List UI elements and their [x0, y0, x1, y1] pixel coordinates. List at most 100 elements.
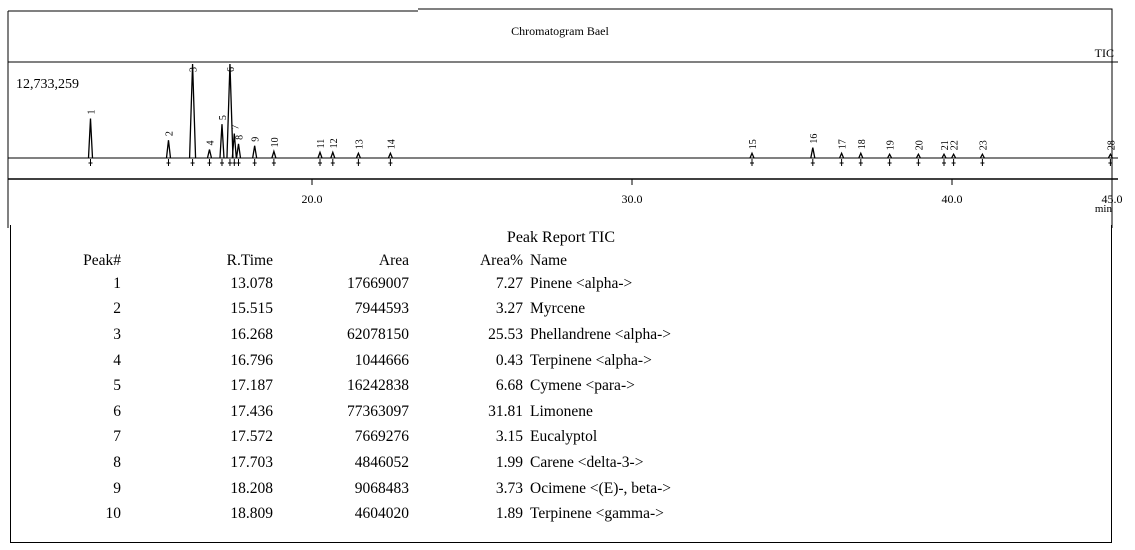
cell-area: 62078150	[347, 325, 409, 343]
cell-area-pct: 3.27	[495, 300, 523, 318]
cell-rtime: 17.187	[230, 377, 273, 395]
peak-trace	[749, 151, 755, 159]
peak-trace	[271, 149, 277, 159]
table-row: 10 18.809 4604020 1.89 Terpinene <gamma->	[33, 501, 671, 527]
peak-label: 12	[329, 138, 340, 148]
cell-rtime: 13.078	[230, 274, 273, 292]
cell-area: 4604020	[354, 505, 409, 523]
table-row: 6 17.436 77363097 31.81 Limonene	[33, 399, 671, 425]
peak-trace	[941, 152, 947, 159]
cell-rtime: 18.208	[230, 479, 273, 497]
peak-trace	[188, 63, 197, 159]
peak-report: Peak Report TIC Peak# R.Time Area Area% …	[10, 225, 1112, 543]
peak-trace	[87, 118, 94, 159]
cell-peak: 4	[113, 351, 121, 369]
cell-peak: 2	[113, 300, 121, 318]
peak-trace	[165, 140, 172, 159]
cell-name: Myrcene	[530, 300, 586, 318]
cell-name: Terpinene <alpha->	[530, 351, 652, 369]
cell-rtime: 17.572	[230, 428, 273, 446]
cell-area-pct: 25.53	[488, 325, 523, 343]
cell-rtime: 15.515	[230, 300, 273, 318]
peak-label: 7	[230, 125, 241, 130]
x-tick-label: 40.0	[942, 192, 963, 206]
peak-label: 11	[316, 139, 327, 149]
cell-name: Pinene <alpha->	[530, 274, 633, 292]
peak-label: 20	[914, 140, 925, 150]
cell-rtime: 18.809	[230, 505, 273, 523]
table-row: 7 17.572 7669276 3.15 Eucalyptol	[33, 425, 671, 451]
trace-label: TIC	[1095, 46, 1114, 60]
peak-label: 10	[270, 137, 281, 147]
peak-label: 21	[940, 140, 951, 150]
cell-area-pct: 3.73	[495, 479, 523, 497]
peak-trace	[1107, 152, 1113, 159]
peak-label: 18	[857, 139, 868, 149]
chart-title: Chromatogram Bael	[511, 24, 609, 38]
cell-area: 16242838	[347, 377, 409, 395]
cell-area: 4846052	[354, 453, 409, 471]
peak-trace	[330, 150, 336, 159]
cell-name: Limonene	[530, 402, 593, 420]
peak-label: 2	[164, 131, 175, 136]
peak-label: 15	[748, 139, 759, 149]
peak-table: Peak# R.Time Area Area% Name 1 13.078 1766…	[33, 251, 671, 527]
peak-label: 16	[809, 134, 820, 144]
cell-rtime: 16.796	[230, 351, 273, 369]
peak-label: 17	[838, 139, 849, 149]
peak-trace	[317, 150, 323, 159]
cell-area-pct: 6.68	[495, 377, 523, 395]
peak-label: 23	[978, 140, 989, 150]
peak-label: 13	[354, 139, 365, 149]
cell-name: Carene <delta-3->	[530, 453, 644, 471]
cell-area: 1044666	[354, 351, 409, 369]
peak-label: 6	[226, 67, 237, 72]
table-header-row: Peak# R.Time Area Area% Name	[33, 251, 671, 271]
peak-label: 14	[386, 139, 397, 149]
peak-label: 19	[886, 140, 897, 150]
cell-peak: 3	[113, 325, 121, 343]
x-tick-label: 30.0	[622, 192, 643, 206]
cell-peak: 9	[113, 479, 121, 497]
peak-label: 22	[950, 140, 961, 150]
x-tick-label: 20.0	[302, 192, 323, 206]
peak-trace	[858, 151, 864, 159]
column-header-name: Name	[530, 252, 568, 269]
column-header-rtime: R.Time	[226, 252, 273, 269]
peak-trace	[252, 145, 258, 159]
cell-name: Phellandrene <alpha->	[530, 325, 671, 343]
table-row: 5 17.187 16242838 6.68 Cymene <para->	[33, 373, 671, 399]
peak-trace	[235, 143, 242, 159]
table-row: 3 16.268 62078150 25.53 Phellandrene <alpha-…	[33, 322, 671, 348]
cell-name: Ocimene <(E)-, beta->	[530, 479, 671, 497]
cell-area-pct: 1.99	[495, 453, 523, 471]
peak-trace	[951, 152, 957, 159]
table-row: 4 16.796 1044666 0.43 Terpinene <alpha->	[33, 348, 671, 374]
peak-trace	[915, 152, 921, 159]
cell-area: 7944593	[354, 300, 409, 318]
cell-area-pct: 31.81	[488, 402, 523, 420]
cell-rtime: 16.268	[230, 325, 273, 343]
cell-peak: 7	[113, 428, 121, 446]
cell-rtime: 17.436	[230, 402, 273, 420]
cell-area-pct: 0.43	[495, 351, 523, 369]
cell-peak: 1	[113, 274, 121, 292]
peak-label: 28	[1106, 140, 1117, 150]
peak-trace	[979, 152, 985, 159]
x-ticks: 20.0 30.0 40.0 45.0	[302, 179, 1123, 206]
report-title: Peak Report TIC	[506, 229, 616, 246]
peak-label: 9	[251, 137, 262, 142]
peak-trace	[887, 152, 893, 159]
column-header-area-pct: Area%	[479, 252, 523, 269]
cell-peak: 5	[113, 377, 121, 395]
column-header-peak: Peak#	[83, 252, 121, 269]
peak-trace	[226, 63, 234, 159]
y-max-label: 12,733,259	[16, 77, 79, 92]
cell-area-pct: 1.89	[495, 505, 523, 523]
peak-trace	[219, 124, 225, 159]
cell-name: Cymene <para->	[530, 377, 635, 395]
peak-label: 8	[234, 135, 245, 140]
x-tick-label: 45.0	[1102, 192, 1123, 206]
chart-frame	[7, 8, 1113, 228]
